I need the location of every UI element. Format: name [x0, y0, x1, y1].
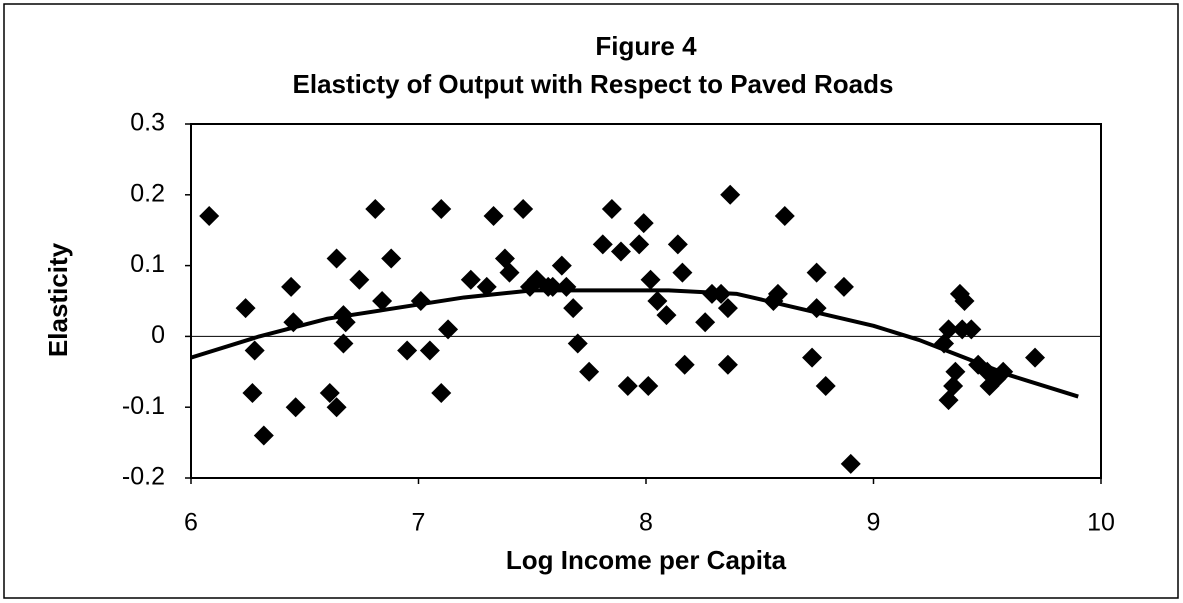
point	[326, 397, 347, 418]
point	[720, 184, 741, 205]
point	[672, 262, 693, 283]
x-tick-label: 7	[412, 509, 426, 537]
point	[638, 375, 659, 396]
point	[460, 269, 481, 290]
point	[647, 291, 668, 311]
point	[802, 347, 823, 368]
point	[767, 283, 788, 304]
point	[244, 340, 265, 361]
point	[954, 291, 975, 311]
point	[633, 213, 654, 234]
point	[567, 333, 588, 354]
point	[945, 361, 966, 382]
point	[717, 354, 738, 375]
point	[617, 375, 638, 396]
point	[242, 383, 263, 404]
point	[431, 198, 452, 219]
point	[483, 206, 504, 227]
point	[199, 206, 220, 227]
point	[365, 198, 386, 219]
point	[285, 397, 306, 418]
y-tick-label: -0.2	[122, 463, 165, 491]
point	[476, 276, 497, 297]
point	[397, 340, 418, 361]
point	[840, 453, 861, 474]
x-tick-label: 10	[1087, 509, 1115, 537]
y-tick-label: 0	[151, 321, 165, 349]
point	[806, 262, 827, 283]
point	[551, 255, 572, 276]
y-tick-label: -0.1	[122, 392, 165, 420]
point	[961, 319, 982, 340]
point	[438, 319, 459, 340]
x-axis-title: Log Income per Capita	[506, 545, 787, 575]
y-tick-label: 0.3	[130, 109, 165, 137]
point	[695, 312, 716, 333]
point	[499, 262, 520, 283]
chart-subtitle: Elasticty of Output with Respect to Pave…	[293, 69, 894, 99]
point	[513, 198, 534, 219]
point	[656, 305, 677, 326]
point	[815, 375, 836, 396]
point	[431, 383, 452, 404]
point	[943, 375, 964, 396]
point	[667, 234, 688, 255]
point	[419, 340, 440, 361]
y-tick-label: 0.2	[130, 179, 165, 207]
point	[610, 241, 631, 262]
point	[717, 298, 738, 319]
point	[629, 234, 650, 255]
point	[319, 383, 340, 404]
point	[592, 234, 613, 255]
point	[281, 276, 302, 297]
y-axis-title: Elasticity	[43, 242, 73, 357]
point	[349, 269, 370, 290]
point	[563, 298, 584, 319]
point	[235, 298, 256, 319]
x-tick-label: 6	[184, 509, 198, 537]
plot-area	[190, 123, 1102, 479]
x-tick-label: 9	[867, 509, 881, 537]
point	[774, 206, 795, 227]
point	[333, 333, 354, 354]
point	[372, 291, 393, 311]
chart-title: Figure 4	[595, 31, 697, 61]
point	[833, 276, 854, 297]
point	[601, 198, 622, 219]
x-tick-label: 8	[639, 509, 653, 537]
point	[381, 248, 402, 269]
point	[253, 425, 274, 446]
point	[326, 248, 347, 269]
fit-line	[190, 288, 1079, 399]
point	[674, 354, 695, 375]
y-tick-label: 0.1	[130, 250, 165, 278]
point	[640, 269, 661, 290]
point	[579, 361, 600, 382]
point	[1025, 347, 1046, 368]
point	[938, 319, 959, 340]
